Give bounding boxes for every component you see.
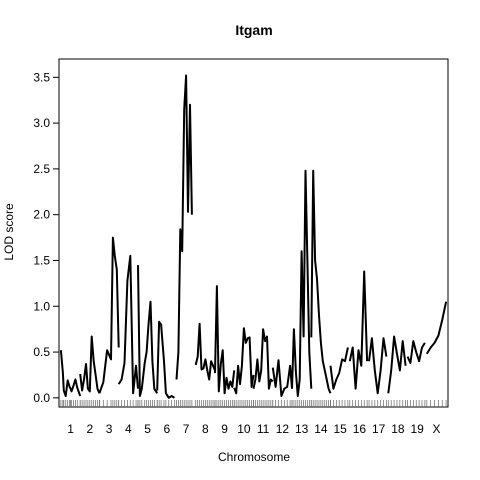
lod-line-chr-2 (79, 335, 101, 394)
lod-line-chr-4 (117, 254, 139, 395)
y-tick-label: 1.5 (33, 253, 50, 267)
x-tick-label: 10 (237, 422, 251, 436)
y-tick-label: 3.5 (33, 70, 50, 84)
y-axis-label: LOD score (2, 203, 16, 261)
y-tick-label: 2.5 (33, 162, 50, 176)
x-tick-label: 18 (391, 422, 405, 436)
lod-line-chr-5 (137, 265, 159, 397)
x-tick-label: 8 (202, 422, 209, 436)
lod-line-chr-X (425, 301, 448, 355)
y-axis: 0.0 0.5 1.0 1.5 2.0 2.5 3.0 3.5 (33, 70, 59, 405)
x-tick-label: 7 (183, 422, 190, 436)
x-tick-label: 4 (125, 422, 132, 436)
lod-line-chr-15 (329, 347, 349, 390)
x-tick-label: 13 (295, 422, 309, 436)
lod-line-chr-6 (156, 320, 176, 399)
lod-line-chr-12 (271, 359, 293, 397)
x-tick-label: X (432, 422, 440, 436)
x-axis: 1 2 3 4 5 6 7 8 9 10 11 12 13 14 15 16 17 18 19 X (67, 422, 440, 436)
x-tick-label: 15 (333, 422, 347, 436)
plot-frame (58, 58, 449, 408)
lod-line-chr-8 (194, 322, 216, 381)
lod-line-chr-3 (98, 236, 120, 394)
lod-line-chr-16 (348, 270, 369, 390)
y-tick-label: 2.0 (33, 208, 50, 222)
lod-line-chr-13 (291, 169, 313, 397)
y-tick-label: 0.5 (33, 345, 50, 359)
x-tick-label: 1 (67, 422, 74, 436)
x-tick-label: 16 (353, 422, 367, 436)
x-axis-label: Chromosome (218, 450, 290, 464)
x-tick-label: 5 (144, 422, 151, 436)
x-tick-label: 9 (221, 422, 228, 436)
y-tick-label: 3.0 (33, 116, 50, 130)
lod-line-chr-19 (406, 340, 426, 364)
lod-line-chr-14 (310, 169, 332, 394)
lod-line-chr-9 (214, 285, 236, 395)
x-tick-label: 3 (106, 422, 113, 436)
x-tick-label: 2 (86, 422, 93, 436)
lod-series (59, 74, 448, 399)
y-tick-label: 1.0 (33, 299, 50, 313)
lod-line-chr-1 (59, 350, 82, 397)
lod-line-chr-17 (368, 337, 388, 395)
lod-line-chr-11 (252, 328, 274, 390)
x-tick-label: 14 (314, 422, 328, 436)
x-tick-label: 12 (276, 422, 290, 436)
x-tick-label: 6 (163, 422, 170, 436)
chart-title: Itgam (235, 22, 272, 38)
lod-line-chr-7 (175, 74, 193, 380)
lod-line-chr-10 (233, 327, 255, 395)
y-tick-label: 0.0 (33, 391, 50, 405)
x-tick-label: 17 (372, 422, 386, 436)
marker-rug (60, 400, 447, 407)
lod-line-chr-18 (387, 335, 407, 394)
x-tick-label: 19 (411, 422, 425, 436)
x-tick-label: 11 (257, 422, 270, 436)
